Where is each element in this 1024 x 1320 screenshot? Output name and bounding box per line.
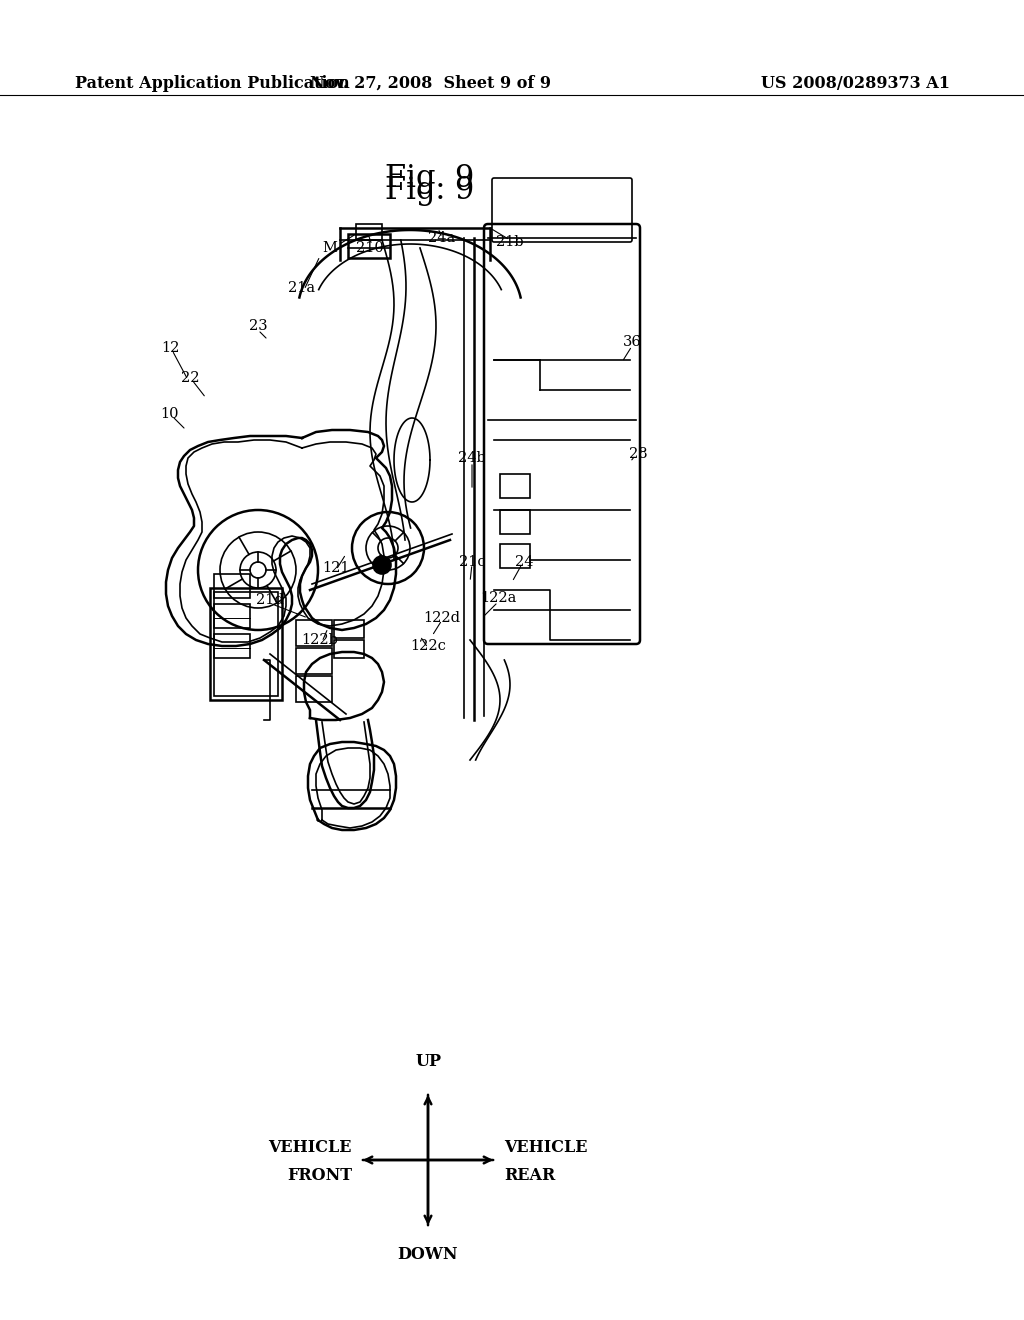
Bar: [500, 474, 530, 498]
Bar: [214, 605, 250, 628]
Text: VEHICLE: VEHICLE: [268, 1139, 352, 1156]
Bar: [210, 587, 282, 700]
Text: M: M: [323, 242, 338, 255]
Bar: [356, 224, 382, 240]
Bar: [214, 574, 250, 598]
Bar: [296, 676, 332, 702]
Bar: [348, 234, 390, 257]
Text: 210: 210: [356, 242, 384, 255]
Text: 21a: 21a: [289, 281, 315, 294]
Text: 36: 36: [623, 335, 641, 348]
Text: Fig. 9: Fig. 9: [385, 176, 475, 206]
Text: 24b: 24b: [458, 451, 485, 465]
Bar: [296, 648, 332, 675]
Bar: [334, 640, 364, 657]
Circle shape: [373, 556, 391, 574]
Text: 10: 10: [161, 407, 179, 421]
Bar: [500, 544, 530, 568]
Text: REAR: REAR: [504, 1167, 555, 1184]
Text: FRONT: FRONT: [287, 1167, 352, 1184]
Text: 122a: 122a: [480, 591, 516, 605]
Text: 121: 121: [323, 561, 350, 576]
Text: 24: 24: [515, 554, 534, 569]
Text: DOWN: DOWN: [397, 1246, 459, 1263]
Bar: [214, 634, 250, 657]
Text: Patent Application Publication: Patent Application Publication: [75, 75, 350, 92]
Text: US 2008/0289373 A1: US 2008/0289373 A1: [761, 75, 950, 92]
Text: 23: 23: [249, 319, 267, 333]
Text: UP: UP: [415, 1053, 441, 1071]
Text: 12: 12: [161, 341, 179, 355]
Bar: [296, 620, 332, 645]
Text: VEHICLE: VEHICLE: [504, 1139, 588, 1156]
Text: 21c: 21c: [459, 554, 485, 569]
Bar: [214, 591, 278, 696]
Text: 28: 28: [629, 447, 647, 461]
Bar: [500, 510, 530, 535]
Text: Fig. 9: Fig. 9: [385, 162, 475, 194]
Text: 122b: 122b: [301, 634, 339, 647]
Text: 24a: 24a: [428, 231, 456, 246]
Text: 122d: 122d: [424, 611, 461, 624]
Bar: [334, 620, 364, 638]
Text: 122c: 122c: [410, 639, 445, 653]
Text: 21d: 21d: [256, 593, 284, 607]
Text: 22: 22: [181, 371, 200, 385]
Text: Nov. 27, 2008  Sheet 9 of 9: Nov. 27, 2008 Sheet 9 of 9: [309, 75, 551, 92]
Text: 21b: 21b: [497, 235, 524, 249]
